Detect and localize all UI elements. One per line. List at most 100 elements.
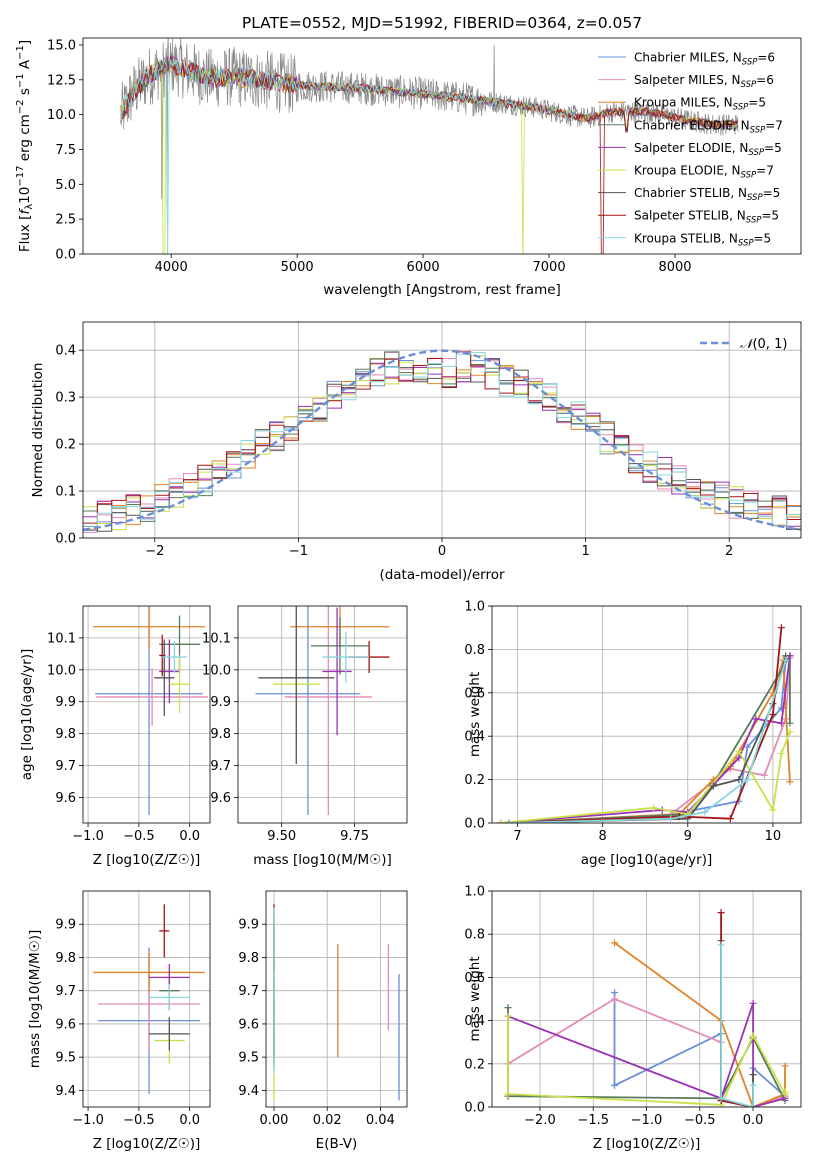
- y-tick-label: 0.4: [464, 730, 485, 745]
- y-tick-label: 0.0: [55, 532, 76, 547]
- weight-series-line: [500, 655, 791, 823]
- ticks: [79, 349, 730, 542]
- weight-point-marker: [497, 819, 505, 823]
- weight-point-marker: [726, 815, 734, 823]
- y-tick-label: 10.1: [47, 631, 76, 646]
- y-tick-label: 9.9: [238, 918, 259, 933]
- weight-lines: [504, 909, 789, 1107]
- errorbar-point: [159, 634, 166, 677]
- y-tick-label: 0.6: [464, 686, 485, 701]
- weight-point-marker: [781, 1062, 789, 1070]
- x-axis-label: age [log10(age/yr)]: [581, 852, 713, 868]
- errorbar-point: [93, 606, 205, 650]
- y-axis-label: mass weight: [467, 956, 483, 1041]
- x-tick-label: −2: [145, 544, 164, 559]
- weight-series-line: [720, 912, 754, 1107]
- histogram-steps: [83, 349, 801, 533]
- x-tick-label: 2: [725, 544, 733, 559]
- axes-frame: [82, 605, 211, 824]
- y-tick-label: 9.7: [238, 984, 259, 999]
- legend-label: Chabrier ELODIE, NSSP=7: [634, 118, 783, 135]
- ticks: [262, 923, 381, 1111]
- weight-point-marker: [504, 1090, 512, 1098]
- x-tick-label: −2.0: [524, 1113, 556, 1128]
- weight-point-marker: [752, 715, 760, 723]
- x-tick-label: 5000: [281, 260, 314, 275]
- weight-point-marker: [743, 743, 751, 751]
- errorbar-point: [310, 617, 370, 675]
- legend-label: Kroupa ELODIE, NSSP=7: [634, 164, 774, 181]
- x-tick-label: 9.50: [267, 829, 296, 844]
- errorbar-point: [149, 1017, 190, 1051]
- y-tick-label: 9.9: [55, 695, 76, 710]
- y-tick-label: 10.0: [202, 663, 231, 678]
- errorbars: [255, 606, 390, 816]
- weight-point-marker: [781, 1088, 789, 1096]
- y-tick-label: 12.5: [47, 73, 76, 88]
- y-tick-label: 9.8: [55, 727, 76, 742]
- x-axis-label: E(B-V): [316, 1136, 358, 1152]
- x-tick-label: −0.5: [123, 829, 155, 844]
- x-tick-label: −1.0: [72, 829, 104, 844]
- weight-point-marker: [769, 806, 777, 814]
- ticks: [488, 605, 774, 827]
- histogram-series-line: [83, 351, 801, 524]
- weight-point-marker: [786, 778, 794, 786]
- weight-point-marker: [749, 1032, 757, 1040]
- mass_vs_Z-panel: −1.0 −0.5 0.0 9.4 9.5 9.6 9.7 9.8 9.9 Z [log10(Z/…: [27, 890, 211, 1152]
- x-tick-label: 0.00: [260, 1113, 289, 1128]
- weight-series-line: [508, 658, 791, 823]
- x-tick-label: 9: [684, 829, 692, 844]
- errorbars: [273, 904, 400, 1101]
- weight-point-marker: [786, 728, 794, 736]
- y-axis-label: age [log10(age/yr)]: [19, 649, 35, 781]
- weight-point-marker: [749, 1081, 757, 1089]
- x-axis-label: (data-model)/error: [379, 567, 505, 583]
- errorbar-point: [322, 631, 370, 683]
- y-tick-label: 7.5: [55, 143, 76, 158]
- y-tick-label: 9.4: [55, 1084, 76, 1099]
- x-tick-label: 0.0: [179, 1113, 200, 1128]
- errorbar-point: [159, 904, 170, 958]
- y-tick-label: 9.6: [55, 791, 76, 806]
- errorbar-point: [255, 606, 361, 816]
- axes-frame: [491, 605, 802, 824]
- ticks: [79, 923, 191, 1111]
- weight-point-marker: [709, 782, 717, 790]
- errorbar-point: [96, 668, 208, 726]
- gridlines: [238, 606, 407, 823]
- weight-point-marker: [760, 771, 768, 779]
- weight-point-marker: [667, 815, 675, 823]
- errorbars: [93, 904, 205, 1094]
- weight-point-marker: [735, 747, 743, 755]
- y-tick-label: 9.6: [55, 1017, 76, 1032]
- weight-point-marker: [786, 719, 794, 727]
- model-spectrum-line: [120, 58, 738, 254]
- x-axis-label: Z [log10(Z/Z☉)]: [93, 1136, 201, 1152]
- weight-point-marker: [650, 804, 658, 812]
- y-tick-label: 2.5: [55, 213, 76, 228]
- y-tick-label: 0.0: [464, 817, 485, 832]
- weight-point-marker: [505, 819, 513, 823]
- y-axis-label: Normed distribution: [30, 363, 46, 498]
- y-tick-label: 15.0: [47, 38, 76, 53]
- legend-label: Salpeter STELIB, NSSP=5: [634, 209, 779, 226]
- weight-point-marker: [735, 776, 743, 784]
- x-tick-label: 7: [513, 829, 521, 844]
- x-tick-label: −1.0: [72, 1113, 104, 1128]
- legend-label: 𝒩(0, 1): [740, 337, 787, 352]
- weight-point-marker: [749, 1103, 757, 1107]
- weight-point-marker: [611, 995, 619, 1003]
- y-axis-label: Flux [fλ10−17 erg cm−2 s−1 A−1]: [15, 40, 35, 252]
- gridlines: [83, 891, 210, 1107]
- weight-point-marker: [769, 711, 777, 718]
- errorbar-point: [169, 655, 190, 713]
- ticks: [234, 637, 355, 827]
- weight-series-line: [508, 627, 783, 823]
- y-tick-label: 0.8: [464, 643, 485, 658]
- y-tick-label: 9.5: [238, 1051, 259, 1066]
- x-tick-label: −1: [289, 544, 308, 559]
- x-tick-label: 10: [765, 829, 782, 844]
- x-tick-label: 0.02: [313, 1113, 342, 1128]
